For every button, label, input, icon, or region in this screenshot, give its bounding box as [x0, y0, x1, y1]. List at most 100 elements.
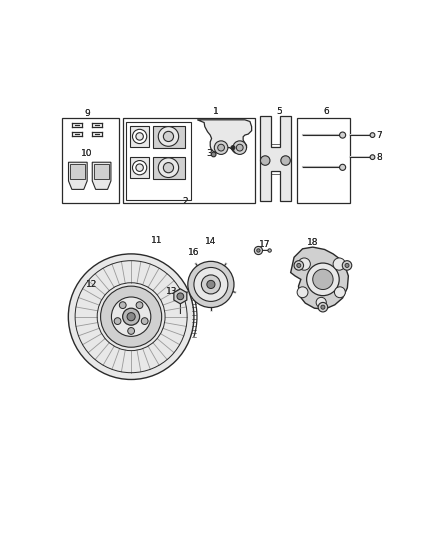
Circle shape [201, 275, 220, 294]
Bar [123, 118, 255, 203]
Ellipse shape [158, 127, 179, 146]
Circle shape [370, 155, 375, 159]
Circle shape [257, 249, 260, 252]
Text: 11: 11 [151, 236, 162, 245]
Text: 9: 9 [84, 109, 90, 117]
Circle shape [233, 141, 247, 155]
Polygon shape [68, 162, 87, 189]
Polygon shape [92, 162, 111, 189]
Polygon shape [197, 120, 251, 153]
Bar [61, 118, 119, 203]
Circle shape [370, 133, 375, 138]
Polygon shape [174, 289, 187, 304]
Ellipse shape [163, 163, 173, 173]
Circle shape [194, 268, 228, 302]
Circle shape [313, 269, 333, 289]
Circle shape [297, 287, 308, 297]
Bar [297, 118, 350, 203]
Circle shape [114, 318, 121, 325]
Circle shape [127, 313, 135, 321]
Text: 14: 14 [205, 237, 216, 246]
Circle shape [307, 263, 339, 296]
Circle shape [339, 164, 346, 171]
Text: 10: 10 [81, 149, 93, 158]
Text: 1: 1 [213, 107, 219, 116]
Circle shape [342, 261, 352, 270]
Text: 5: 5 [276, 107, 282, 116]
Circle shape [345, 263, 349, 268]
Text: 12: 12 [86, 280, 98, 289]
Text: 10: 10 [81, 149, 93, 158]
Text: 6: 6 [323, 107, 329, 116]
Circle shape [268, 249, 271, 252]
Polygon shape [260, 116, 291, 201]
Circle shape [237, 144, 243, 151]
Ellipse shape [132, 130, 147, 143]
Polygon shape [94, 164, 109, 179]
Polygon shape [291, 247, 348, 309]
Ellipse shape [136, 133, 143, 140]
Bar [130, 126, 149, 147]
Circle shape [231, 146, 235, 150]
Circle shape [207, 280, 215, 288]
Text: 5: 5 [276, 107, 282, 116]
Ellipse shape [132, 160, 147, 175]
Text: 8: 8 [376, 152, 382, 161]
Text: 16: 16 [188, 248, 200, 257]
Circle shape [119, 302, 126, 309]
Bar [130, 157, 149, 178]
Text: 13: 13 [166, 287, 178, 296]
Circle shape [188, 261, 234, 308]
Bar [126, 122, 191, 199]
Text: 4: 4 [232, 143, 237, 152]
Circle shape [261, 156, 270, 165]
Bar [152, 126, 185, 148]
Text: 4: 4 [232, 143, 237, 152]
Text: 16: 16 [188, 248, 200, 257]
Text: 18: 18 [307, 238, 318, 247]
Text: 18: 18 [307, 238, 318, 247]
Circle shape [111, 297, 151, 336]
Circle shape [214, 141, 228, 155]
Text: 6: 6 [323, 107, 329, 116]
Text: 14: 14 [205, 237, 216, 246]
Circle shape [177, 293, 184, 300]
Circle shape [339, 132, 346, 138]
Circle shape [335, 287, 345, 297]
Text: 13: 13 [166, 287, 178, 296]
Circle shape [101, 286, 162, 347]
Text: 2: 2 [183, 197, 188, 206]
Text: 3: 3 [206, 149, 212, 158]
Text: 7: 7 [376, 131, 382, 140]
Text: 8: 8 [376, 152, 382, 161]
Circle shape [333, 258, 345, 270]
Circle shape [123, 308, 140, 325]
Circle shape [218, 144, 225, 151]
Circle shape [128, 328, 134, 334]
Ellipse shape [136, 164, 143, 172]
Ellipse shape [158, 158, 179, 177]
Circle shape [68, 254, 194, 379]
Text: 17: 17 [259, 240, 270, 249]
Text: 7: 7 [376, 131, 382, 140]
Text: 2: 2 [183, 197, 188, 206]
Text: 3: 3 [206, 149, 212, 158]
Text: 17: 17 [259, 240, 270, 249]
Bar [152, 157, 185, 179]
Circle shape [281, 156, 290, 165]
Text: 12: 12 [86, 280, 98, 289]
Circle shape [316, 297, 326, 308]
Text: 1: 1 [213, 107, 219, 116]
Circle shape [141, 318, 148, 325]
Circle shape [321, 305, 325, 309]
Circle shape [298, 258, 311, 270]
Circle shape [136, 302, 143, 309]
Circle shape [294, 261, 304, 270]
Circle shape [297, 263, 301, 268]
Ellipse shape [163, 131, 173, 142]
Text: 9: 9 [84, 109, 90, 117]
Text: 11: 11 [151, 236, 162, 245]
Circle shape [318, 302, 328, 312]
Circle shape [211, 152, 216, 157]
Polygon shape [70, 164, 85, 179]
